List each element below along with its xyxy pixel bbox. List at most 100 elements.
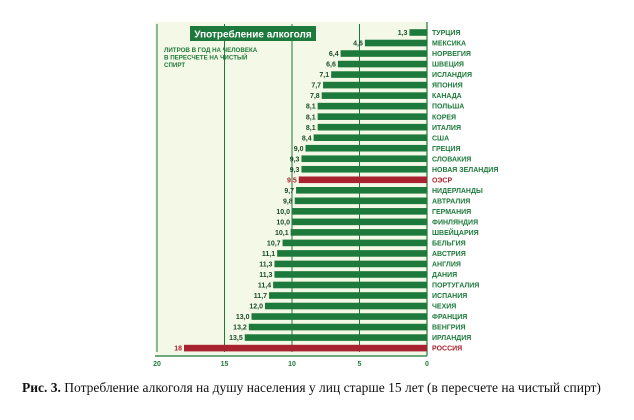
subtitle-line: ЛИТРОВ В ГОД НА ЧЕЛОВЕКА (164, 47, 258, 54)
category-label: НОРВЕГИЯ (432, 51, 471, 58)
value-label: 18 (174, 346, 182, 353)
bar (265, 302, 427, 310)
value-label: 8,1 (306, 125, 316, 132)
chart-subtitle: ЛИТРОВ В ГОД НА ЧЕЛОВЕКА В ПЕРЕСЧЕТЕ НА Ч… (164, 47, 258, 69)
bar (248, 323, 427, 331)
subtitle-line: В ПЕРЕСЧЕТЕ НА ЧИСТЫЙ (164, 54, 248, 62)
category-label: ТУРЦИЯ (432, 30, 460, 37)
value-label: 11,4 (258, 283, 271, 290)
bar (292, 208, 427, 215)
bar (337, 60, 427, 68)
value-label: 8,1 (306, 114, 316, 121)
category-label: ИТАЛИЯ (432, 125, 461, 132)
value-label: 10,0 (276, 219, 290, 226)
bar (292, 218, 427, 226)
bar (321, 92, 427, 99)
caption-text: Потребление алкоголя на душу населения у… (64, 380, 601, 395)
value-label: 9,8 (283, 198, 293, 205)
subtitle-line: СПИРТ (164, 62, 185, 69)
category-label: ОЭСР (432, 177, 452, 184)
x-tick-label: 15 (221, 361, 229, 368)
x-tick-label: 20 (153, 361, 161, 368)
chart-canvas: 1,3 4,6 6,4 6,6 7,1 7,7 7,8 8,1 8,1 8,1 8,4 9,0 9,3 9… (153, 22, 498, 368)
value-label: 9,3 (290, 167, 300, 174)
bar (317, 102, 427, 110)
bar (305, 144, 427, 152)
value-label: 13,2 (233, 325, 247, 332)
value-label: 1,3 (398, 30, 408, 37)
figure-label: Рис. 3. (22, 380, 61, 395)
category-label: БЕЛЬГИЯ (432, 241, 466, 248)
value-label: 11,3 (259, 262, 272, 269)
bar (290, 229, 427, 236)
figure-caption: Рис. 3. Потребление алкоголя на душу нас… (22, 379, 622, 396)
category-label: ИСПАНИЯ (432, 293, 467, 300)
category-label: ШВЕЙЦАРИЯ (432, 228, 479, 237)
bar (244, 334, 427, 341)
value-label: 12,0 (249, 304, 263, 311)
category-label: ПОРТУГАЛИЯ (432, 283, 479, 290)
chart: 1,3 4,6 6,4 6,6 7,1 7,7 7,8 8,1 8,1 8,1 8,4 9,0 9,3 9… (22, 22, 601, 395)
category-labels: ТУРЦИЯ МЕКСИКА НОРВЕГИЯ ШВЕЦИЯ ИСЛАНДИЯ ЯПОНИ… (432, 30, 498, 353)
category-label: ФИНЛЯНДИЯ (432, 219, 478, 226)
value-label: 7,1 (319, 72, 329, 79)
x-axis: 20 15 10 5 0 (153, 355, 429, 368)
value-label: 8,4 (302, 135, 312, 142)
bars (184, 29, 427, 352)
category-label: РОССИЯ (432, 346, 462, 353)
value-label: 8,1 (306, 104, 316, 111)
value-label: 4,6 (353, 41, 363, 48)
value-label: 9,5 (287, 177, 297, 184)
category-label: ШВЕЦИЯ (432, 62, 464, 69)
bar (301, 155, 427, 163)
category-label: ФРАНЦИЯ (432, 314, 467, 321)
x-tick-label: 5 (358, 361, 362, 368)
value-labels: 1,3 4,6 6,4 6,6 7,1 7,7 7,8 8,1 8,1 8,1 8,4 9,0 9,3 9… (174, 30, 407, 353)
value-label: 11,1 (262, 251, 275, 258)
bar (296, 187, 427, 194)
bar (294, 197, 427, 205)
title-box (190, 26, 316, 41)
value-label: 13,0 (236, 314, 250, 321)
category-label: АВТРАЛИЯ (432, 198, 470, 205)
bar (273, 281, 427, 289)
bar (184, 344, 427, 352)
bar (317, 123, 427, 131)
bar (301, 165, 427, 173)
bar (298, 176, 427, 184)
category-label: ЯПОНИЯ (432, 83, 463, 90)
value-label: 6,4 (329, 51, 339, 58)
category-label: МЕКСИКА (432, 41, 466, 48)
bar (409, 29, 427, 36)
bar (331, 71, 427, 78)
chart-title: Употребление алкоголя (194, 29, 312, 41)
bar (282, 239, 427, 247)
category-label: АВСТРИЯ (432, 251, 466, 258)
bar (323, 81, 427, 89)
value-label: 10,0 (276, 209, 290, 216)
category-label: СЛОВАКИЯ (432, 156, 471, 163)
bar (269, 292, 427, 299)
category-label: НИДЕРЛАНДЫ (432, 188, 483, 195)
x-tick-label: 0 (425, 361, 429, 368)
category-label: ГЕРМАНИЯ (432, 209, 471, 216)
bar (364, 39, 427, 47)
category-label: НОВАЯ ЗЕЛАНДИЯ (432, 167, 498, 174)
x-tick-label: 10 (288, 361, 296, 368)
category-label: ГРЕЦИЯ (432, 146, 460, 153)
bar (274, 260, 427, 268)
category-label: КОРЕЯ (432, 114, 456, 121)
value-label: 9,3 (290, 156, 300, 163)
bar (340, 50, 427, 57)
header: Употребление алкоголя ЛИТРОВ В ГОД НА ЧЕ… (164, 26, 316, 69)
value-label: 6,6 (326, 62, 336, 69)
category-label: ИРЛАНДИЯ (432, 335, 471, 342)
category-label: ВЕНГРИЯ (432, 325, 465, 332)
category-label: КАНАДА (432, 93, 462, 100)
value-label: 11,3 (259, 272, 272, 279)
category-label: ПОЛЬША (432, 104, 464, 111)
value-label: 9,7 (284, 188, 294, 195)
category-label: ДАНИЯ (432, 272, 457, 279)
bar (313, 134, 427, 141)
bar (274, 271, 427, 278)
